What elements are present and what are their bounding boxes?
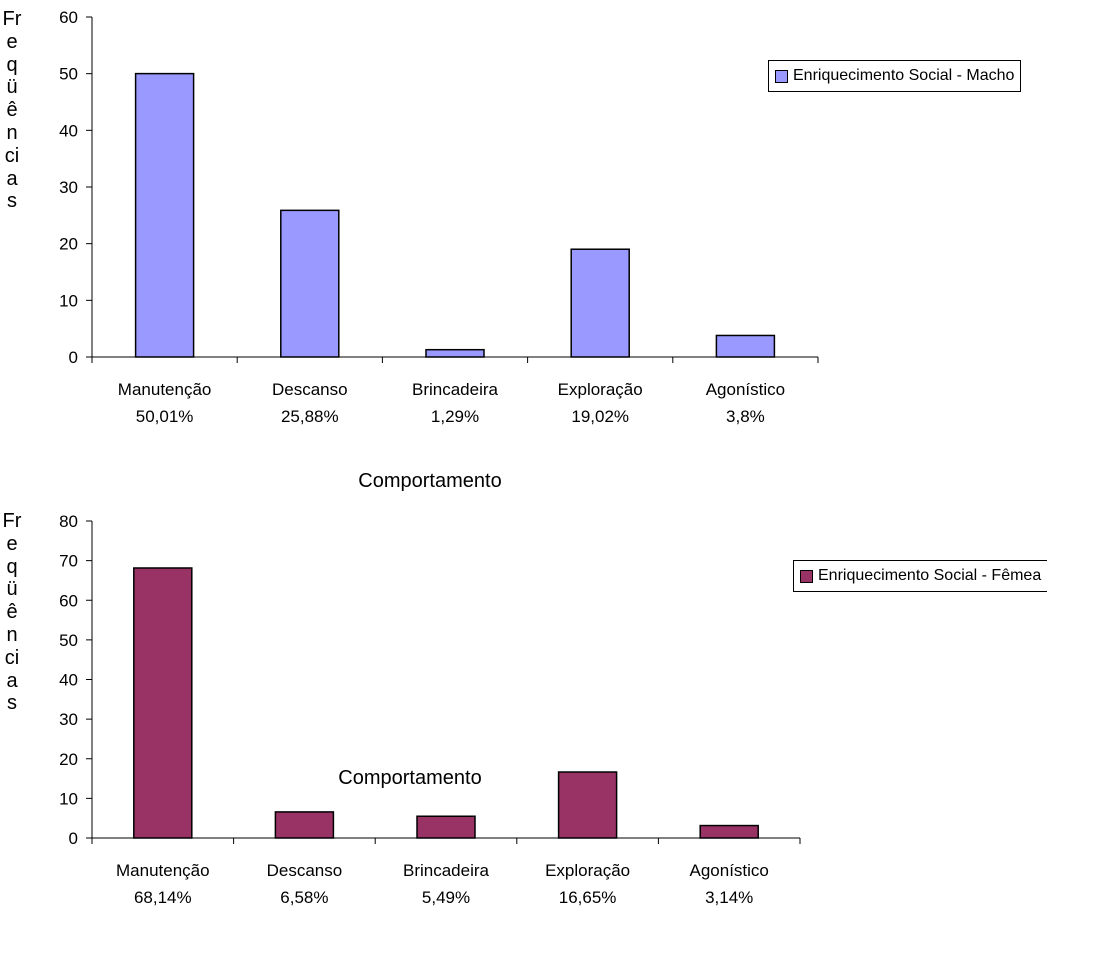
x-percent-label: 3,8% <box>726 407 765 426</box>
x-tick-label: Descanso <box>272 380 348 399</box>
legend-swatch <box>800 569 813 583</box>
bar-chart-macho: 0 10 20 30 40 50 60 Manutenção 50,01% Descanso 25,… <box>59 8 819 426</box>
x-tick-label: Exploração <box>558 380 643 399</box>
x-tick-label: Manutenção <box>116 861 210 880</box>
bar <box>274 811 335 839</box>
legend-label: Enriquecimento Social - Fêmea <box>818 567 1042 584</box>
x-tick-label: Brincadeira <box>403 861 490 880</box>
x-percent-label: 3,14% <box>705 888 753 907</box>
y-tick-label: 40 <box>59 671 78 690</box>
bar <box>134 72 195 358</box>
x-percent-label: 25,88% <box>281 407 339 426</box>
y-tick-label: 30 <box>59 710 78 729</box>
bar <box>425 348 485 358</box>
y-axis-label: Freqüências <box>2 8 22 213</box>
legend: Enriquecimento Social - Fêmea <box>793 560 1048 592</box>
x-percent-label: 68,14% <box>134 888 192 907</box>
legend-label: Enriquecimento Social - Macho <box>793 67 1015 84</box>
x-percent-label: 50,01% <box>136 407 194 426</box>
x-tick-label: Manutenção <box>118 380 212 399</box>
y-tick-label: 10 <box>59 789 78 808</box>
y-tick-label: 10 <box>59 291 78 310</box>
bar-chart-femea: 0 10 20 30 40 50 60 70 80 Manutenção 68,14% Descans… <box>59 512 801 907</box>
bar <box>699 824 759 839</box>
bar <box>280 209 340 358</box>
y-tick-label: 20 <box>59 235 78 254</box>
x-tick-label: Exploração <box>545 861 630 880</box>
x-axis-label: Comportamento <box>358 470 502 492</box>
y-tick-label: 50 <box>59 65 78 84</box>
x-percent-label: 6,58% <box>280 888 328 907</box>
y-tick-label: 70 <box>59 552 78 571</box>
y-axis-label: Freqüências <box>2 510 22 715</box>
x-tick-label: Descanso <box>267 861 343 880</box>
y-tick-label: 0 <box>69 829 78 848</box>
chart-femea: Freqüências 0 10 20 30 40 50 60 70 80 Manutenção 6… <box>0 500 1118 963</box>
legend-swatch <box>775 69 788 83</box>
bar <box>570 248 630 358</box>
legend: Enriquecimento Social - Macho <box>768 60 1022 92</box>
x-percent-label: 5,49% <box>422 888 470 907</box>
y-tick-label: 0 <box>69 348 78 367</box>
x-tick-label: Agonístico <box>690 861 769 880</box>
bar <box>133 567 193 839</box>
bar <box>557 771 618 839</box>
y-tick-label: 40 <box>59 121 78 140</box>
x-tick-label: Brincadeira <box>412 380 499 399</box>
y-tick-label: 80 <box>59 512 78 531</box>
x-percent-label: 1,29% <box>431 407 479 426</box>
x-percent-label: 16,65% <box>559 888 617 907</box>
y-tick-label: 20 <box>59 750 78 769</box>
bar <box>416 815 476 839</box>
bar <box>715 334 776 358</box>
x-axis-label: Comportamento <box>338 767 482 789</box>
y-tick-label: 60 <box>59 8 78 27</box>
y-tick-label: 50 <box>59 631 78 650</box>
x-percent-label: 19,02% <box>571 407 629 426</box>
y-tick-label: 30 <box>59 178 78 197</box>
y-tick-label: 60 <box>59 591 78 610</box>
x-tick-label: Agonístico <box>706 380 785 399</box>
chart-macho: Freqüências 0 10 20 30 40 50 60 Manutenção 50,01… <box>2 8 1022 492</box>
